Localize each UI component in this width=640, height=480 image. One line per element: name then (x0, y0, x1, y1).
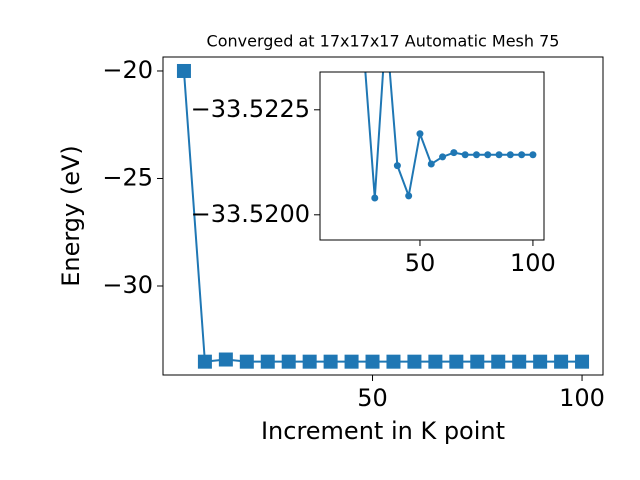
marker (472, 151, 480, 159)
y-axis-label: Energy (eV) (57, 145, 85, 287)
marker (506, 151, 514, 159)
marker (405, 192, 413, 200)
marker (461, 151, 469, 159)
x-tick-label: 100 (510, 249, 556, 277)
marker (416, 130, 424, 138)
y-tick-label: −33.5200 (191, 200, 310, 228)
x-tick-label: 50 (357, 384, 388, 412)
axes-frame (319, 71, 545, 241)
y-tick-label: −33.5225 (191, 95, 310, 123)
marker (449, 354, 464, 369)
marker (239, 354, 254, 369)
marker (529, 151, 537, 159)
axes-background (320, 72, 544, 240)
marker (323, 354, 338, 369)
x-axis-label: Increment in K point (261, 417, 505, 445)
marker (575, 354, 590, 369)
marker (554, 354, 569, 369)
marker (450, 149, 458, 157)
marker (491, 354, 506, 369)
axes-frame (162, 56, 604, 376)
y-tick-label: −25 (102, 163, 153, 191)
marker (386, 354, 401, 369)
marker (344, 354, 359, 369)
marker (428, 354, 443, 369)
x-tick-label: 50 (405, 249, 436, 277)
marker (383, 22, 390, 29)
marker (439, 153, 447, 161)
chart-title: Converged at 17x17x17 Automatic Mesh 75 (207, 32, 560, 51)
marker (512, 354, 527, 369)
marker (470, 354, 485, 369)
y-tick-label: −20 (102, 56, 153, 84)
marker (302, 354, 317, 369)
marker (407, 354, 422, 369)
x-tick-label: 100 (559, 384, 605, 412)
marker (260, 354, 275, 369)
marker (533, 354, 548, 369)
marker (371, 194, 379, 202)
marker (427, 160, 435, 168)
marker (393, 162, 401, 170)
marker (365, 354, 380, 369)
marker (484, 151, 492, 159)
marker (176, 63, 191, 78)
marker (518, 151, 526, 159)
marker (197, 354, 212, 369)
marker (281, 354, 296, 369)
marker (495, 151, 503, 159)
marker (218, 352, 233, 367)
y-tick-label: −30 (102, 271, 153, 299)
